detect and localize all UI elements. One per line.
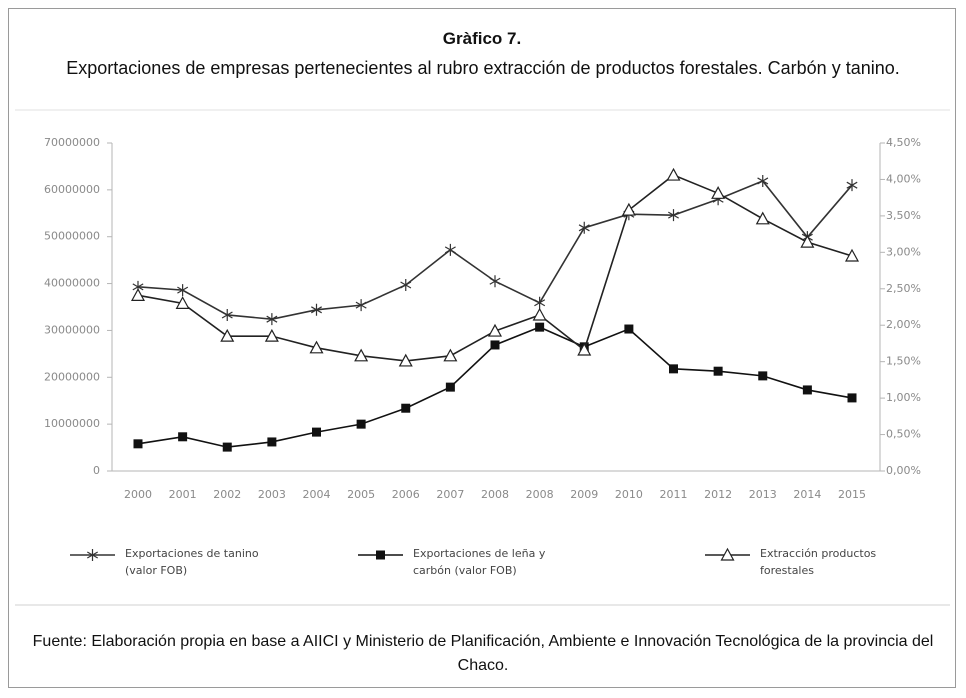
marker-square — [222, 442, 232, 452]
marker-triangle — [220, 328, 235, 342]
marker-star — [489, 275, 501, 288]
x-tick-label: 2008 — [526, 488, 554, 501]
y-tick-label: 10000000 — [44, 417, 100, 430]
marker-triangle — [532, 307, 547, 321]
marker-square — [267, 437, 277, 447]
x-tick-label: 2001 — [169, 488, 197, 501]
marker-square — [376, 550, 385, 560]
marker-square — [802, 385, 812, 395]
legend-label: Exportaciones de tanino (valor FOB) — [125, 547, 259, 577]
marker-square — [133, 439, 143, 449]
y-tick-label: 20000000 — [44, 370, 100, 383]
marker-star — [578, 221, 590, 234]
marker-star — [355, 299, 367, 312]
marker-triangle — [443, 348, 458, 362]
y2-tick-label: 3,50% — [886, 209, 921, 222]
marker-triangle — [621, 202, 636, 216]
marker-star — [534, 296, 546, 309]
marker-star — [444, 243, 456, 256]
chart-subtitle: Exportaciones de empresas pertenecientes… — [66, 58, 900, 78]
marker-star — [757, 174, 769, 187]
marker-square — [178, 432, 188, 442]
legend-label: Extracción productos forestales — [760, 547, 877, 577]
marker-triangle — [577, 342, 592, 356]
y2-tick-label: 0,50% — [886, 428, 921, 441]
x-tick-label: 2003 — [258, 488, 286, 501]
marker-triangle — [130, 288, 146, 301]
marker-square — [758, 371, 768, 381]
marker-star — [177, 284, 189, 297]
marker-square — [401, 403, 411, 413]
x-tick-label: 2011 — [660, 488, 688, 501]
marker-triangle — [309, 340, 324, 354]
y-tick-label: 40000000 — [44, 277, 100, 290]
x-tick-label: 2005 — [347, 488, 375, 501]
marker-square — [713, 366, 723, 376]
x-tick-label: 2015 — [838, 488, 866, 501]
marker-square — [847, 393, 857, 403]
marker-triangle — [398, 353, 413, 367]
frame — [8, 8, 956, 688]
marker-triangle — [666, 167, 681, 181]
y2-tick-label: 3,00% — [886, 245, 921, 258]
series-line — [137, 179, 853, 320]
x-tick-label: 2013 — [749, 488, 777, 501]
marker-triangle — [487, 323, 503, 337]
marker-star — [221, 308, 233, 321]
marker-square — [490, 340, 500, 350]
legend-label: Exportaciones de leña y carbón (valor FO… — [413, 547, 546, 577]
source-note: Fuente: Elaboración propia en base a AII… — [32, 633, 934, 674]
y-tick-label: 70000000 — [44, 136, 100, 149]
y2-tick-label: 4,00% — [886, 172, 921, 185]
y2-tick-label: 4,50% — [886, 136, 921, 149]
marker-square — [624, 324, 634, 334]
marker-square — [535, 322, 545, 332]
x-tick-label: 2009 — [570, 488, 598, 501]
marker-star — [311, 303, 322, 316]
marker-triangle — [800, 234, 815, 248]
x-tick-label: 2010 — [615, 488, 643, 501]
marker-triangle — [711, 186, 726, 199]
marker-triangle — [264, 328, 279, 342]
marker-triangle — [175, 296, 190, 309]
x-tick-label: 2007 — [436, 488, 464, 501]
marker-square — [669, 364, 678, 374]
y2-tick-label: 2,00% — [886, 318, 921, 331]
y-tick-label: 60000000 — [44, 183, 100, 196]
marker-star — [400, 278, 412, 291]
x-tick-label: 2006 — [392, 488, 420, 501]
marker-triangle — [755, 211, 770, 225]
x-tick-label: 2002 — [213, 488, 241, 501]
y2-tick-label: 1,50% — [886, 355, 921, 368]
x-tick-label: 2012 — [704, 488, 732, 501]
marker-triangle — [844, 248, 860, 262]
marker-star — [668, 209, 679, 222]
y2-tick-label: 0,00% — [886, 464, 921, 477]
y-tick-label: 30000000 — [44, 323, 100, 336]
marker-square — [356, 419, 366, 429]
marker-square — [312, 427, 321, 437]
x-tick-label: 2014 — [793, 488, 821, 501]
y2-tick-label: 1,00% — [886, 391, 921, 404]
y2-tick-label: 2,50% — [886, 282, 921, 295]
marker-star — [87, 549, 98, 561]
marker-star — [266, 313, 278, 326]
marker-star — [846, 179, 858, 192]
chart-title: Gràfico 7. — [442, 29, 522, 48]
y-tick-label: 50000000 — [44, 230, 100, 243]
marker-square — [445, 382, 455, 392]
x-tick-label: 2004 — [303, 488, 331, 501]
x-tick-label: 2008 — [481, 488, 509, 501]
marker-triangle — [354, 348, 369, 362]
marker-triangle — [720, 547, 735, 561]
x-tick-label: 2000 — [124, 488, 152, 501]
y-tick-label: 0 — [93, 464, 100, 477]
